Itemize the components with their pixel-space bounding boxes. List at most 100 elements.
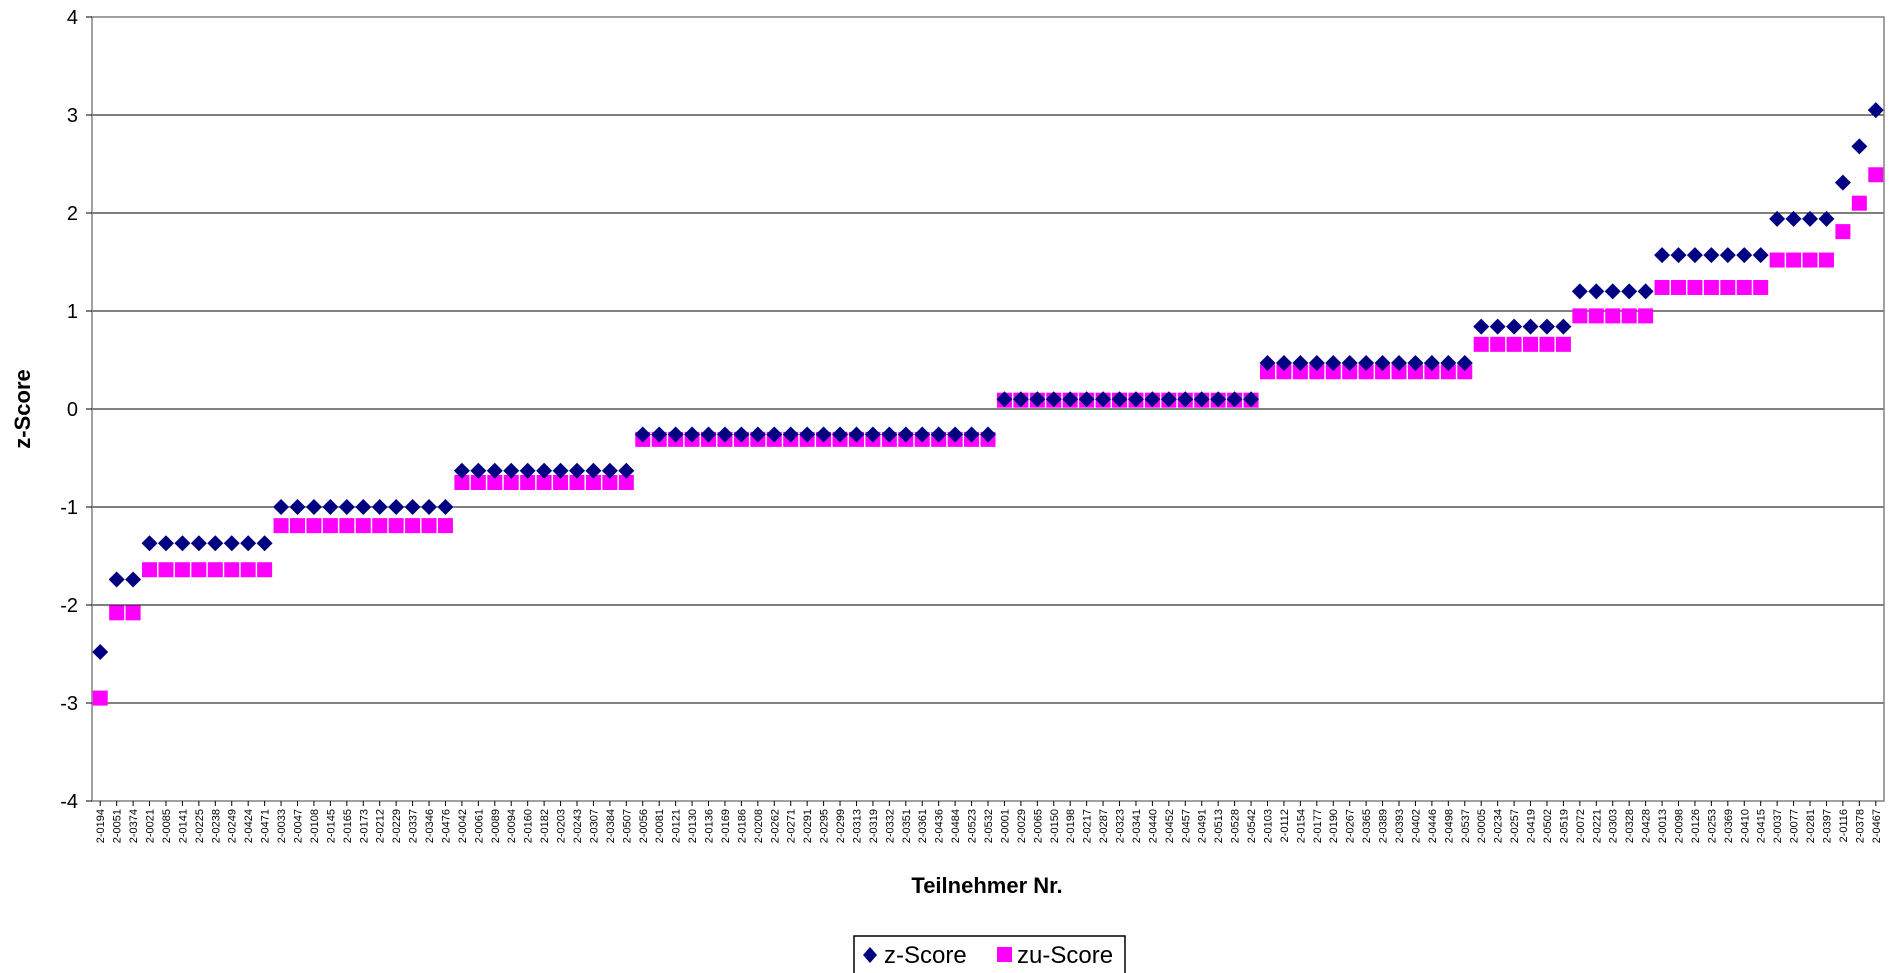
zu-score-point [1588,308,1604,324]
z-score-point [1752,247,1769,264]
y-tick-label: 0 [67,399,78,421]
zu-score-point [1786,252,1802,268]
z-score-point [1456,354,1473,371]
zu-score-point [1539,336,1555,352]
zu-score-point [1259,364,1275,380]
legend-marker-zu-score [997,947,1012,962]
z-score-point [881,426,898,443]
x-tick-label: 2-0141 [177,809,189,843]
x-tick-label: 2-0194 [95,809,107,843]
zu-score-point [1276,364,1292,380]
z-score-point [355,499,372,515]
x-tick-label: 2-0337 [408,809,420,843]
x-axis-ticks: 2-0194 2-0051 2-0374 2-0021 2-0085 2-0141 2-02… [95,801,1883,843]
zu-score-point [1802,252,1818,268]
z-score-point [305,499,322,515]
x-tick-label: 2-0061 [473,809,485,843]
zu-score-point [142,562,158,578]
x-tick-label: 2-0037 [1772,809,1784,843]
z-score-point [782,426,799,443]
z-score-point [1440,354,1457,371]
x-tick-label: 2-0507 [621,809,633,843]
x-tick-label: 2-0384 [605,809,617,843]
x-tick-label: 2-0471 [260,809,272,843]
x-tick-label: 2-0051 [112,809,124,843]
z-score-point [1012,391,1029,408]
zu-score-point [1868,167,1884,183]
zu-score-point [207,562,223,578]
x-tick-label: 2-0484 [950,809,962,843]
zu-score-point [1391,364,1407,380]
z-score-point [453,462,470,479]
x-tick-label: 2-0150 [1049,809,1061,843]
z-score-point [651,426,668,443]
z-score-point [223,535,240,552]
x-tick-label: 2-0513 [1213,809,1225,843]
zu-score-point [224,562,240,578]
y-tick-label: -2 [60,595,78,617]
x-tick-label: 2-0428 [1641,809,1653,843]
zu-score-point [1473,336,1489,352]
x-tick-label: 2-0271 [786,809,798,843]
z-score-point [322,499,339,515]
zu-score-point [92,690,108,706]
z-score-point [470,462,487,479]
x-tick-label: 2-0225 [194,809,206,843]
z-score-point [1604,283,1621,300]
x-tick-label: 2-0262 [769,809,781,843]
x-tick-label: 2-0145 [325,809,337,843]
x-tick-label: 2-0033 [276,809,288,843]
y-tick-label: -3 [60,693,78,715]
z-score-point [766,426,783,443]
x-tick-label: 2-0307 [588,809,600,843]
x-tick-label: 2-0182 [539,809,551,843]
x-tick-label: 2-0229 [391,809,403,843]
z-score-point [141,535,158,552]
z-score-point [388,499,405,515]
zu-score-point [1490,336,1506,352]
z-score-point [1834,174,1851,191]
x-tick-label: 2-0393 [1394,809,1406,843]
z-score-point [1275,354,1292,371]
x-tick-label: 2-0208 [753,809,765,843]
z-score-point [486,462,503,479]
x-tick-label: 2-0519 [1558,809,1570,843]
zu-score-point [1687,279,1703,295]
zu-score-point [240,562,256,578]
z-score-point [1127,391,1144,408]
x-tick-label: 2-0103 [1262,809,1274,843]
zu-score-point [1818,252,1834,268]
x-axis-title: Teilnehmer Nr. [911,873,1062,898]
x-tick-label: 2-0532 [983,809,995,843]
z-score-point [404,499,421,515]
x-tick-label: 2-0154 [1295,809,1307,843]
zu-score-point [503,475,519,490]
z-score-point [1259,354,1276,371]
z-score-point [963,426,980,443]
zu-score-point [470,475,486,490]
x-tick-label: 2-0323 [1115,809,1127,843]
x-tick-label: 2-0440 [1147,809,1159,843]
legend-label-z-score: z-Score [884,942,967,969]
z-score-point [1802,210,1819,227]
z-score-point [1078,391,1095,408]
z-score-point [256,535,273,552]
z-score-point [1193,391,1210,408]
x-tick-label: 2-0190 [1328,809,1340,843]
z-score-point [1571,283,1588,300]
x-tick-label: 2-0476 [440,809,452,843]
zu-score-point [602,475,618,490]
zu-score-point [1506,336,1522,352]
z-score-point [1703,247,1720,264]
x-tick-label: 2-0397 [1821,809,1833,843]
x-tick-label: 2-0341 [1131,809,1143,843]
z-score-point [536,462,553,479]
z-score-point [207,535,224,552]
legend-label-zu-score: zu-Score [1017,942,1113,969]
x-tick-label: 2-0013 [1657,809,1669,843]
zu-score-point [1407,364,1423,380]
zu-score-point [1753,279,1769,295]
zu-score-point [1309,364,1325,380]
legend-marker-z-score [863,947,877,963]
